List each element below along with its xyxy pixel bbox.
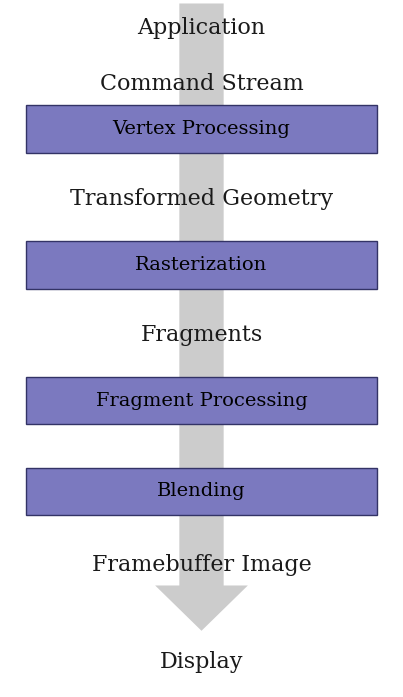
Text: Command Stream: Command Stream: [100, 72, 303, 95]
Text: Vertex Processing: Vertex Processing: [112, 120, 291, 138]
Polygon shape: [155, 3, 248, 631]
Bar: [26, 377, 377, 424]
Text: Display: Display: [160, 651, 243, 673]
Bar: [26, 468, 377, 515]
Text: Fragment Processing: Fragment Processing: [96, 392, 307, 410]
Text: Framebuffer Image: Framebuffer Image: [91, 553, 312, 576]
Bar: [26, 241, 377, 289]
Text: Application: Application: [137, 17, 266, 39]
Bar: [26, 105, 377, 153]
Text: Transformed Geometry: Transformed Geometry: [70, 187, 333, 210]
Text: Fragments: Fragments: [140, 323, 263, 346]
Text: Blending: Blending: [157, 482, 246, 500]
Text: Rasterization: Rasterization: [135, 256, 268, 274]
